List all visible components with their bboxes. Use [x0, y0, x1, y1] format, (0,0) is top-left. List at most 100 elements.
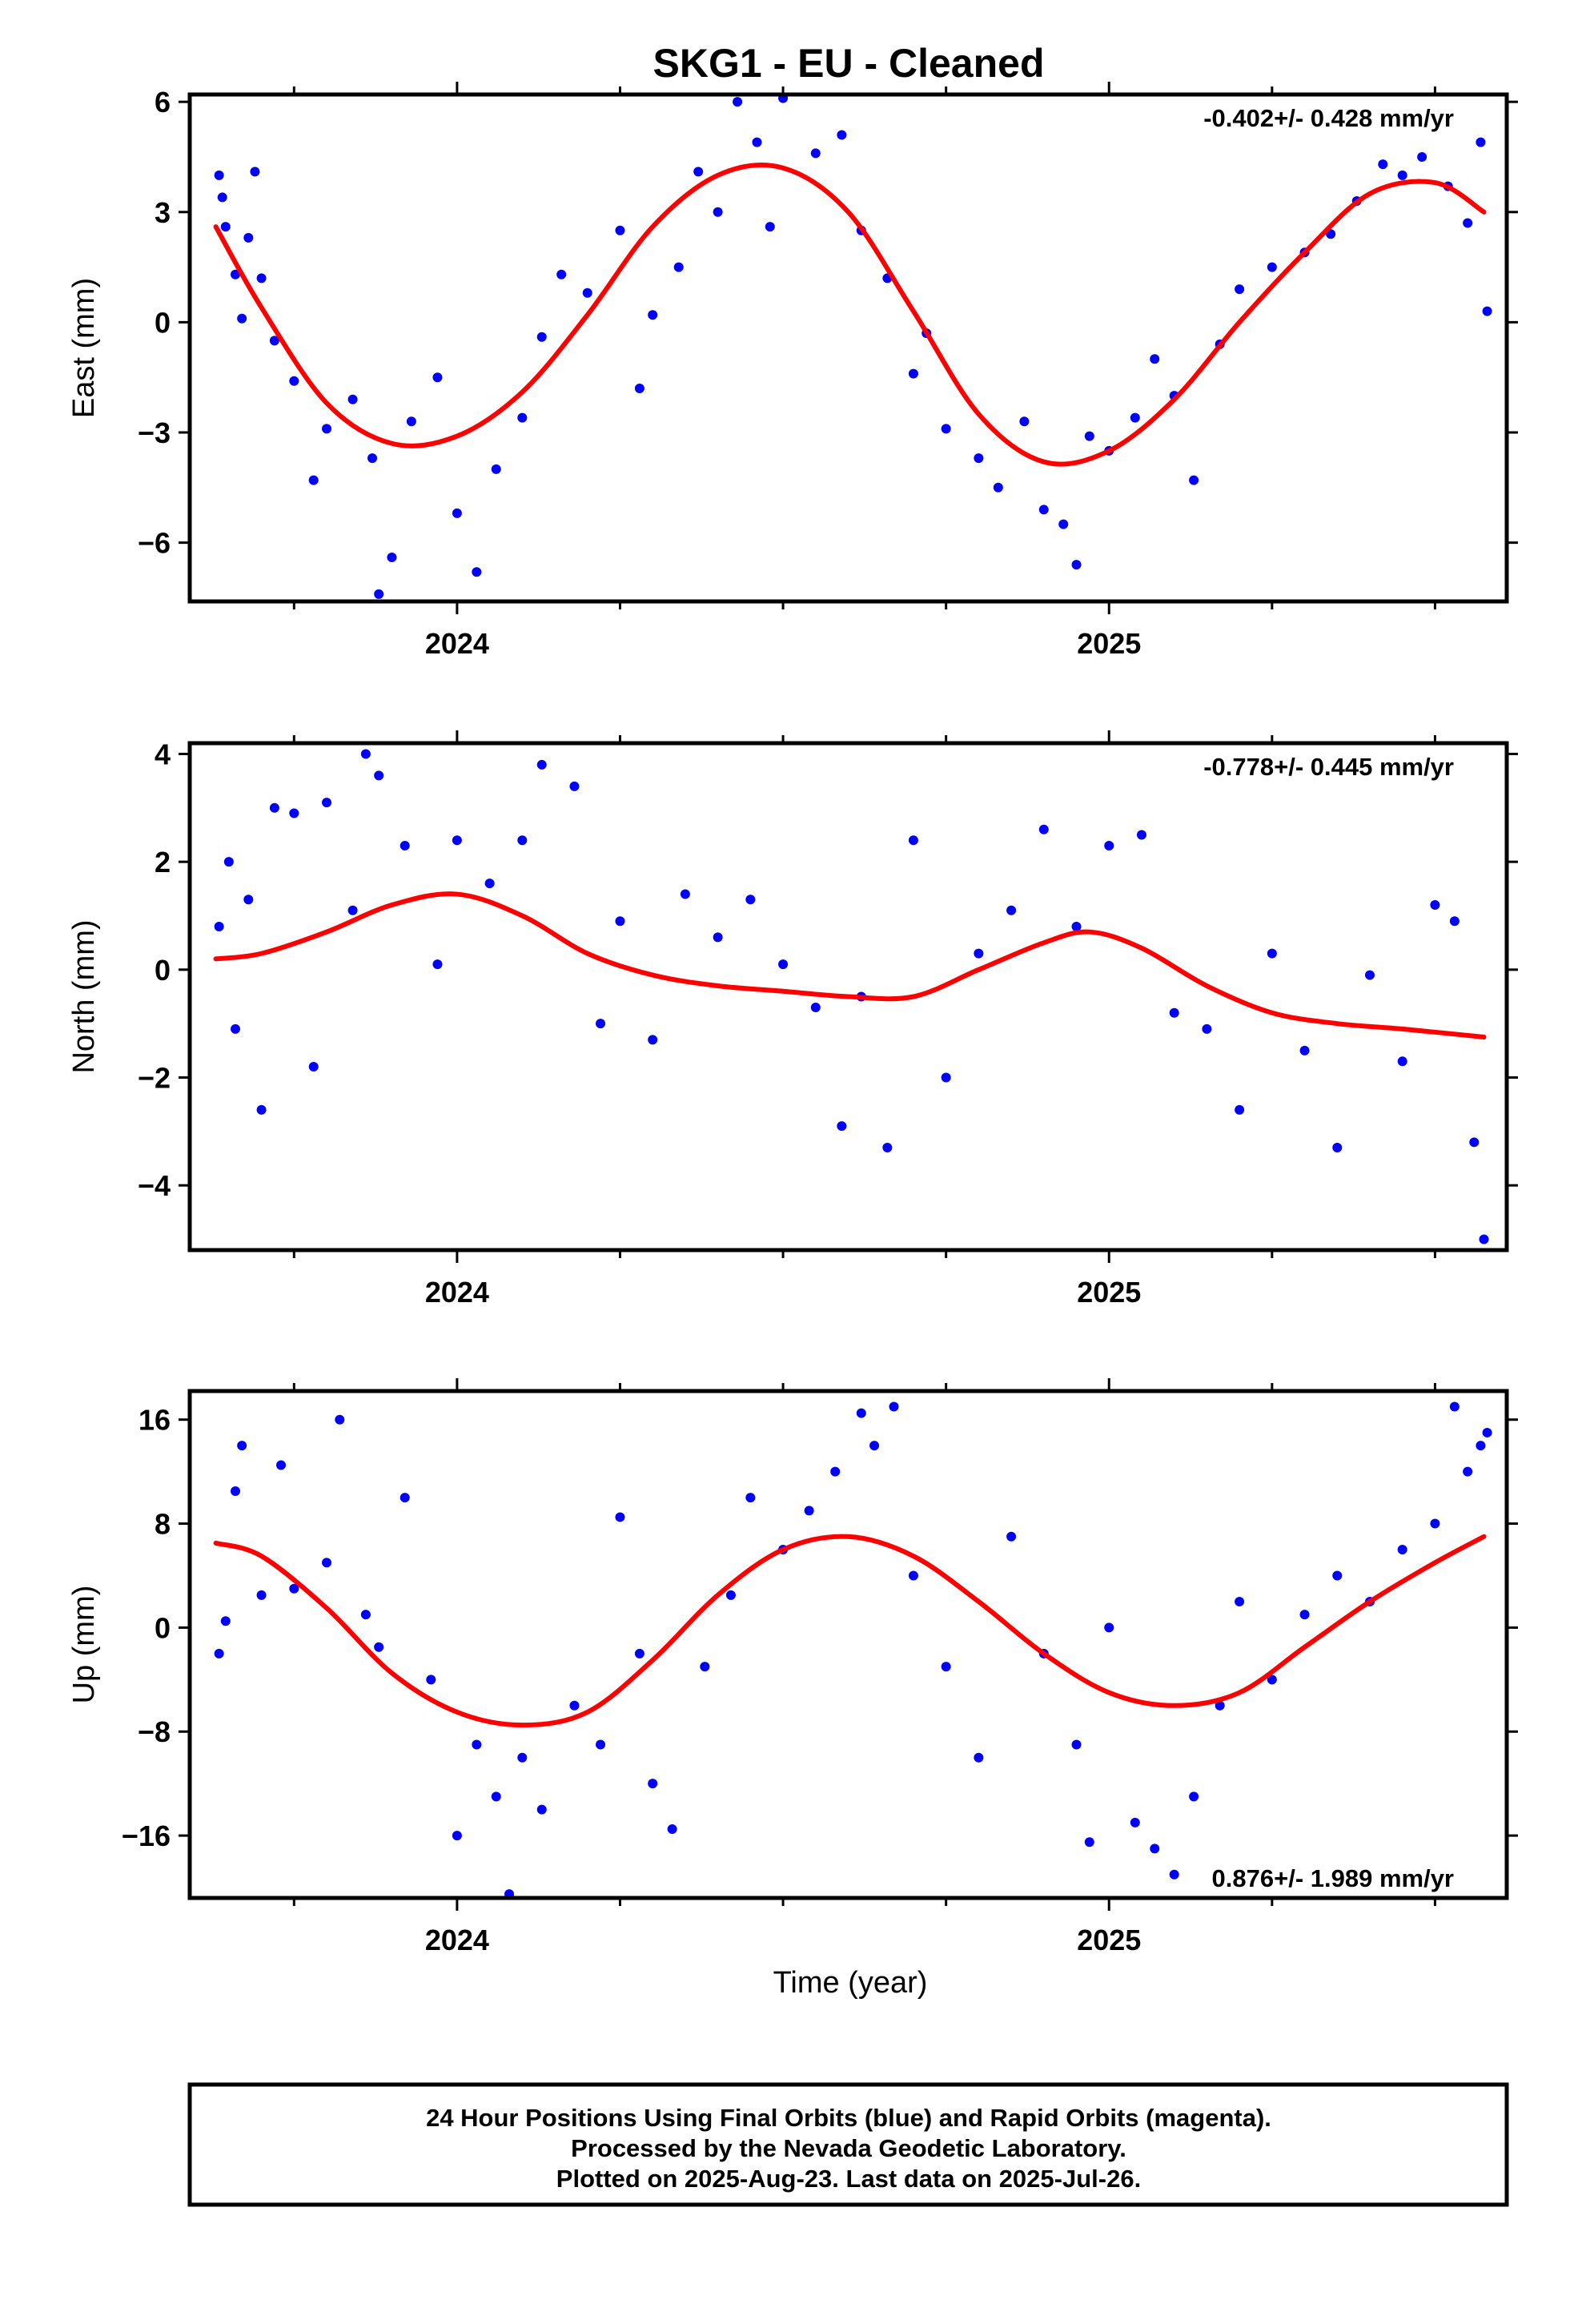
y-tick-label: 3	[155, 196, 171, 229]
east-panel: 6 3 0 −3 −6 2024 2025 East (mm) -0.402+/- 0.428 …	[67, 82, 1518, 660]
data-point	[1104, 840, 1114, 850]
data-point	[1235, 1104, 1245, 1115]
data-point	[347, 905, 358, 915]
data-point	[1038, 824, 1049, 834]
x-tick-label: 2024	[425, 1924, 489, 1956]
data-point	[1019, 416, 1030, 427]
data-point	[214, 170, 224, 180]
data-point	[1071, 560, 1082, 570]
plot-frame	[187, 741, 1509, 1252]
data-point	[220, 222, 231, 232]
data-point	[615, 1512, 625, 1522]
data-point	[432, 372, 443, 383]
rate-annotation: 0.876+/- 1.989 mm/yr	[1212, 1864, 1454, 1892]
data-point	[231, 1486, 241, 1496]
data-point	[1332, 1143, 1343, 1153]
x-tick-label: 2025	[1077, 1924, 1141, 1956]
data-point	[765, 222, 775, 232]
y-tick-label: 4	[155, 738, 171, 770]
data-point	[269, 336, 279, 346]
footer-line: Plotted on 2025-Aug-23. Last data on 202…	[556, 2165, 1141, 2193]
y-tick-label: −3	[138, 416, 171, 449]
y-axis-label: East (mm)	[67, 278, 101, 418]
y-tick-label: −8	[138, 1715, 171, 1748]
data-point	[360, 1610, 371, 1620]
data-point	[974, 948, 984, 959]
data-point	[1476, 137, 1486, 147]
data-point	[250, 167, 260, 177]
data-point	[837, 1121, 847, 1132]
data-point	[713, 207, 723, 217]
data-point	[536, 759, 547, 770]
data-point	[289, 1583, 299, 1594]
data-point	[680, 889, 690, 899]
data-point	[426, 1675, 436, 1685]
data-point	[648, 1779, 658, 1789]
data-point	[484, 879, 495, 889]
data-point	[1235, 284, 1245, 295]
x-tick-label: 2024	[425, 1276, 489, 1309]
data-point	[517, 835, 528, 846]
data-point	[1038, 505, 1049, 515]
data-point	[387, 552, 397, 562]
x-tick-label: 2025	[1077, 1276, 1141, 1309]
data-point	[941, 1072, 951, 1083]
data-point	[1071, 1739, 1082, 1750]
data-point	[1299, 1610, 1310, 1620]
data-point	[1449, 916, 1460, 927]
data-point	[810, 148, 821, 159]
data-point	[882, 1143, 893, 1153]
data-point	[1267, 948, 1277, 959]
data-point	[908, 1570, 918, 1581]
data-point	[517, 1752, 528, 1763]
data-point	[1084, 431, 1094, 441]
data-point	[889, 1401, 899, 1412]
data-point	[1332, 1570, 1343, 1581]
data-point	[400, 1493, 410, 1503]
data-point	[1463, 1466, 1473, 1477]
data-point	[1169, 1007, 1179, 1018]
data-point	[1479, 1234, 1489, 1244]
data-point	[452, 835, 462, 846]
data-point	[725, 1590, 736, 1600]
y-tick-label: −16	[122, 1819, 171, 1852]
data-point	[974, 453, 984, 464]
data-point	[1189, 1791, 1199, 1802]
data-point	[667, 1823, 677, 1834]
data-point	[256, 1590, 267, 1600]
data-point	[1397, 1056, 1407, 1067]
data-point	[869, 1441, 880, 1451]
data-point	[1430, 900, 1440, 911]
data-point	[322, 798, 332, 808]
y-tick-label: 2	[155, 846, 171, 879]
data-point	[1397, 1545, 1407, 1555]
data-point	[536, 332, 547, 342]
data-point	[804, 1506, 814, 1516]
rate-annotation: -0.778+/- 0.445 mm/yr	[1203, 753, 1454, 781]
x-axis-label: Time (year)	[773, 1966, 928, 2000]
data-point	[700, 1662, 710, 1672]
y-axis-label: North (mm)	[67, 919, 101, 1073]
y-tick-label: −2	[138, 1062, 171, 1095]
data-point	[1476, 1441, 1486, 1451]
data-point	[1378, 159, 1388, 170]
data-point	[569, 781, 580, 791]
data-point	[308, 1062, 319, 1072]
data-point	[472, 1739, 482, 1750]
data-point	[733, 97, 743, 107]
data-point	[837, 130, 847, 140]
data-point	[269, 802, 279, 813]
data-point	[1299, 1045, 1310, 1055]
data-point	[231, 269, 241, 279]
data-point	[237, 313, 247, 324]
data-point	[1482, 1427, 1492, 1437]
data-point	[596, 1019, 606, 1029]
data-point	[1189, 475, 1199, 485]
data-point	[243, 895, 254, 905]
data-point	[308, 475, 319, 485]
data-point	[1150, 1844, 1160, 1854]
data-point	[360, 749, 371, 759]
data-point	[713, 932, 723, 943]
data-point	[778, 959, 789, 970]
plot-frame	[187, 1389, 1509, 1900]
